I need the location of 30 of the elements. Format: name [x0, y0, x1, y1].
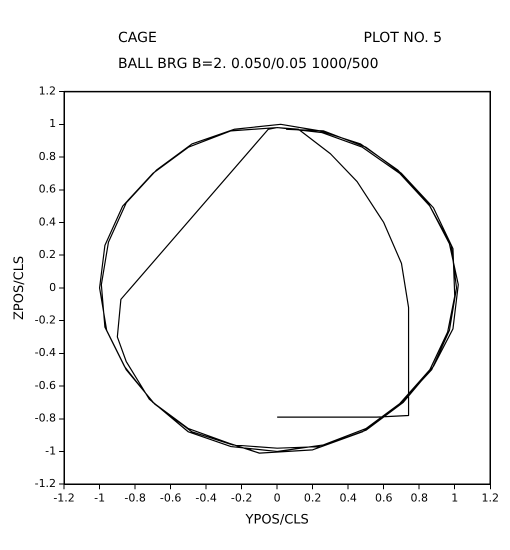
chart-title: CAGE [118, 30, 157, 46]
y-tick-label: 0 [49, 280, 56, 294]
y-tick-label: 0.6 [38, 182, 56, 196]
x-tick-label: -0.4 [195, 492, 217, 505]
chart-subtitle: BALL BRG B=2. 0.050/0.05 1000/500 [117, 55, 380, 72]
x-tick-label: 1.2 [482, 492, 500, 505]
y-tick-label: -0.8 [34, 412, 56, 425]
y-tick-label: -0.6 [34, 378, 56, 392]
y-tick-label: 0.8 [38, 150, 56, 163]
x-tick-label: -0.2 [230, 492, 252, 505]
x-tick-label: 1 [451, 492, 458, 505]
y-axis-title: ZPOS/CLS [12, 256, 28, 320]
x-tick-label: 0.4 [339, 492, 357, 505]
x-tick-label: 0.8 [410, 492, 428, 505]
x-tick-label: 0 [274, 492, 281, 505]
y-tick-label: 1.2 [38, 84, 56, 98]
x-tick-label: -0.6 [160, 492, 182, 505]
y-tick-label: 0.2 [38, 248, 56, 262]
x-axis-title: YPOS/CLS [244, 512, 309, 528]
x-tick-label: 0.6 [374, 492, 392, 505]
y-tick-label: 0.4 [38, 215, 56, 228]
x-tick-label: -0.8 [124, 492, 146, 505]
x-tick-label: -1 [94, 492, 106, 505]
y-tick-label: -0.4 [34, 346, 56, 360]
y-tick-label: 1 [49, 117, 56, 130]
y-tick-label: -0.2 [34, 313, 56, 326]
y-tick-label: -1.2 [34, 477, 56, 490]
text: PLOT NO. 5 [364, 30, 442, 46]
y-tick-label: -1 [45, 444, 56, 458]
x-tick-label: 0.2 [304, 492, 322, 505]
